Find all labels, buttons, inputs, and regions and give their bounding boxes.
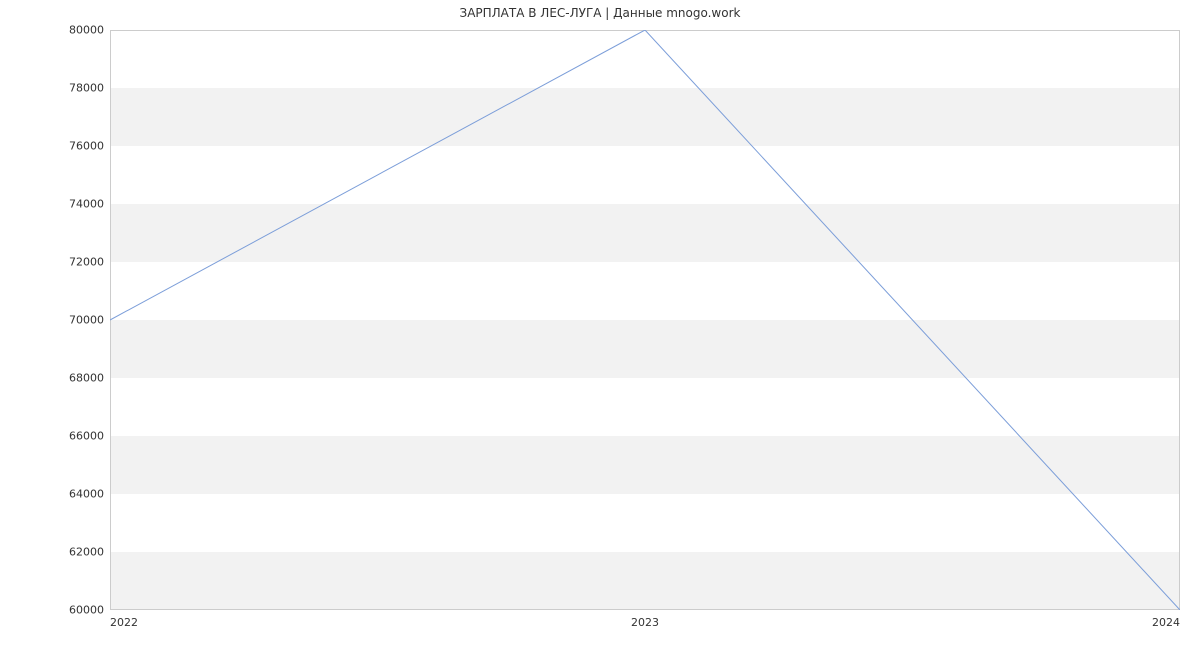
y-tick-label: 68000 xyxy=(69,372,110,385)
y-tick-label: 78000 xyxy=(69,82,110,95)
chart-title: ЗАРПЛАТА В ЛЕС-ЛУГА | Данные mnogo.work xyxy=(0,6,1200,20)
grid-band xyxy=(110,88,1180,146)
salary-line-chart: ЗАРПЛАТА В ЛЕС-ЛУГА | Данные mnogo.work … xyxy=(0,0,1200,650)
grid-band xyxy=(110,552,1180,610)
grid-band xyxy=(110,436,1180,494)
grid-band xyxy=(110,320,1180,378)
plot-svg xyxy=(110,30,1180,610)
x-tick-label: 2022 xyxy=(110,610,138,629)
y-tick-label: 74000 xyxy=(69,198,110,211)
y-tick-label: 64000 xyxy=(69,488,110,501)
y-tick-label: 72000 xyxy=(69,256,110,269)
y-tick-label: 70000 xyxy=(69,314,110,327)
x-tick-label: 2023 xyxy=(631,610,659,629)
x-tick-label: 2024 xyxy=(1152,610,1180,629)
y-tick-label: 62000 xyxy=(69,546,110,559)
y-tick-label: 76000 xyxy=(69,140,110,153)
y-tick-label: 60000 xyxy=(69,604,110,617)
plot-area: 6000062000640006600068000700007200074000… xyxy=(110,30,1180,610)
y-tick-label: 80000 xyxy=(69,24,110,37)
y-tick-label: 66000 xyxy=(69,430,110,443)
